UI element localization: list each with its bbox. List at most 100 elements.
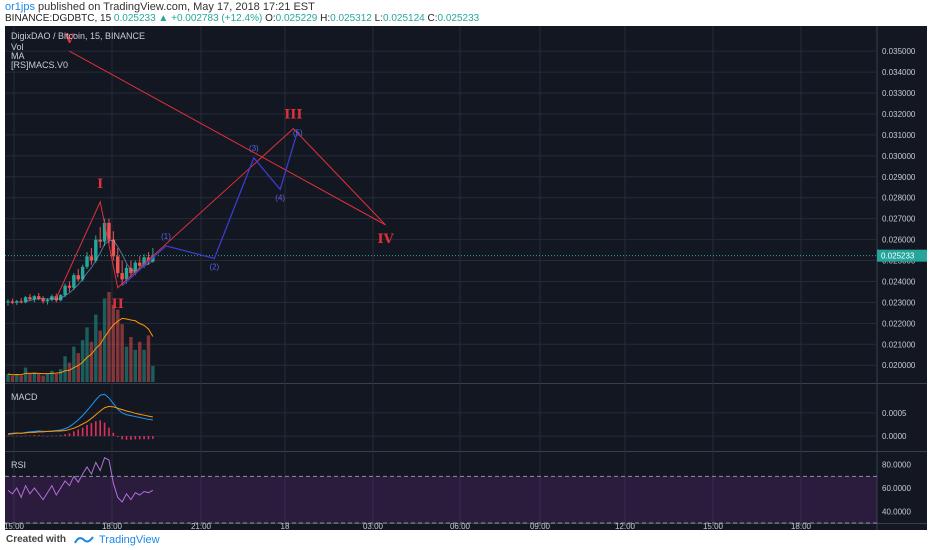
- candle-body[interactable]: [19, 301, 23, 303]
- price-tick-label: 0.021000: [882, 340, 916, 349]
- candle-body[interactable]: [102, 222, 107, 242]
- macd-histogram-bar: [68, 433, 71, 437]
- macd-histogram-bar: [125, 436, 128, 440]
- macd-histogram-bar: [95, 421, 97, 437]
- macd-histogram-bar: [147, 436, 150, 440]
- candle-body[interactable]: [137, 262, 142, 266]
- x-tick-label: 12:00: [615, 522, 636, 530]
- macd-histogram-bar: [143, 436, 145, 440]
- candle-body[interactable]: [45, 299, 50, 302]
- rsi-band-fill: [5, 476, 877, 523]
- macd-histogram-bar: [134, 436, 137, 440]
- volume-bar: [102, 298, 107, 382]
- volume-bar: [19, 375, 23, 382]
- candle-body[interactable]: [10, 301, 15, 303]
- axes: 15:00 18:00 21:00 18 03:00 06:00 09:00 12:00 15:…: [5, 47, 927, 530]
- candle-body[interactable]: [85, 256, 89, 267]
- macd-histogram-bar: [64, 434, 66, 437]
- price-change: +0.002783 (+12.4%): [171, 13, 263, 24]
- candle-body[interactable]: [67, 285, 72, 288]
- author-link[interactable]: or1jps: [5, 1, 35, 13]
- macd-histogram-bar: [152, 436, 154, 439]
- candle-body[interactable]: [142, 257, 146, 266]
- volume-bar: [41, 375, 45, 382]
- candle-body[interactable]: [37, 296, 41, 299]
- candle-body[interactable]: [124, 267, 129, 280]
- candle-body[interactable]: [63, 285, 67, 296]
- wave-major-label: III: [284, 108, 302, 123]
- x-tick-label: 03:00: [363, 522, 384, 530]
- volume-bar: [37, 373, 41, 382]
- legend-macs: [RS]MACS.V0: [11, 60, 68, 70]
- wave-major-line: [55, 50, 386, 299]
- candle-body[interactable]: [116, 256, 120, 274]
- volume-bar: [146, 335, 151, 382]
- volume-bar: [32, 372, 37, 382]
- macd-histogram-bar: [55, 435, 58, 437]
- candle-body[interactable]: [111, 239, 116, 257]
- chart-title: DigixDAO / Bitcoin, 15, BINANCE: [11, 31, 145, 41]
- volume-bar: [28, 373, 32, 382]
- candle-body[interactable]: [28, 297, 32, 300]
- candle-body[interactable]: [72, 275, 76, 288]
- macd-series-line: [7, 405, 153, 435]
- candle-body[interactable]: [129, 267, 133, 274]
- wave-minor-label: (1): [161, 232, 171, 241]
- candle-body[interactable]: [94, 239, 98, 261]
- rsi-tick-label: 80.0000: [882, 461, 911, 470]
- candle-body[interactable]: [120, 273, 124, 280]
- volume-bar: [98, 330, 102, 382]
- volume-bar: [15, 373, 19, 382]
- candle-body[interactable]: [23, 297, 28, 303]
- macd-histogram-bar: [24, 435, 27, 437]
- tradingview-brand[interactable]: TradingView: [99, 534, 160, 546]
- author-line: or1jps published on TradingView.com, May…: [5, 1, 315, 13]
- high-label: H:: [320, 13, 331, 24]
- candle-body[interactable]: [41, 298, 45, 302]
- open-value: 0.025229: [275, 13, 318, 24]
- open-label: O:: [265, 13, 276, 24]
- candle-body[interactable]: [76, 275, 80, 280]
- published-text: published on TradingView.com, May 17, 20…: [38, 1, 315, 13]
- candle-body[interactable]: [32, 296, 37, 300]
- candle-body[interactable]: [107, 222, 111, 240]
- price-ma-line: [25, 239, 154, 302]
- last-price-tag: [877, 249, 927, 262]
- rsi-line: [7, 456, 154, 503]
- wave-major-label: I: [97, 177, 103, 192]
- candle-body[interactable]: [6, 301, 10, 303]
- volume-bar: [54, 373, 59, 382]
- legend: DigixDAO / Bitcoin, 15, BINANCE Vol MA […: [11, 31, 145, 470]
- rsi-tick-label: 40.0000: [882, 507, 911, 516]
- volume-ma-line: [7, 317, 154, 376]
- volume-bar: [23, 367, 28, 382]
- candle-body[interactable]: [15, 301, 19, 303]
- volume-bar: [133, 349, 138, 382]
- legend-ma: MA: [11, 51, 25, 61]
- symbol-line: BINANCE:DGDBTC, 15 0.025233 ▲ +0.002783 …: [5, 13, 479, 24]
- rsi-title: RSI: [11, 460, 26, 470]
- wave-minor-label: (4): [275, 193, 285, 202]
- price-tick-label: 0.029000: [882, 173, 916, 182]
- candle-body[interactable]: [89, 256, 94, 261]
- macd-series-line: [7, 393, 153, 435]
- candle-body[interactable]: [133, 262, 138, 274]
- price-tick-label: 0.024000: [882, 277, 916, 286]
- candle-body[interactable]: [80, 266, 85, 280]
- macd-pane[interactable]: [7, 393, 154, 440]
- volume-bar: [142, 349, 146, 382]
- wave-major-label: V: [63, 32, 75, 47]
- candle-body[interactable]: [98, 239, 102, 242]
- rsi-pane[interactable]: [5, 456, 877, 524]
- volume-bar: [6, 373, 10, 382]
- price-tick-label: 0.034000: [882, 68, 916, 77]
- volume-bar: [137, 341, 142, 382]
- macd-histogram-bar: [42, 435, 44, 437]
- x-tick-label: 06:00: [450, 522, 471, 530]
- volume-bar: [58, 369, 63, 382]
- candle-body[interactable]: [58, 295, 63, 301]
- last-price: 0.025233: [113, 13, 156, 24]
- volume-bar: [116, 309, 120, 382]
